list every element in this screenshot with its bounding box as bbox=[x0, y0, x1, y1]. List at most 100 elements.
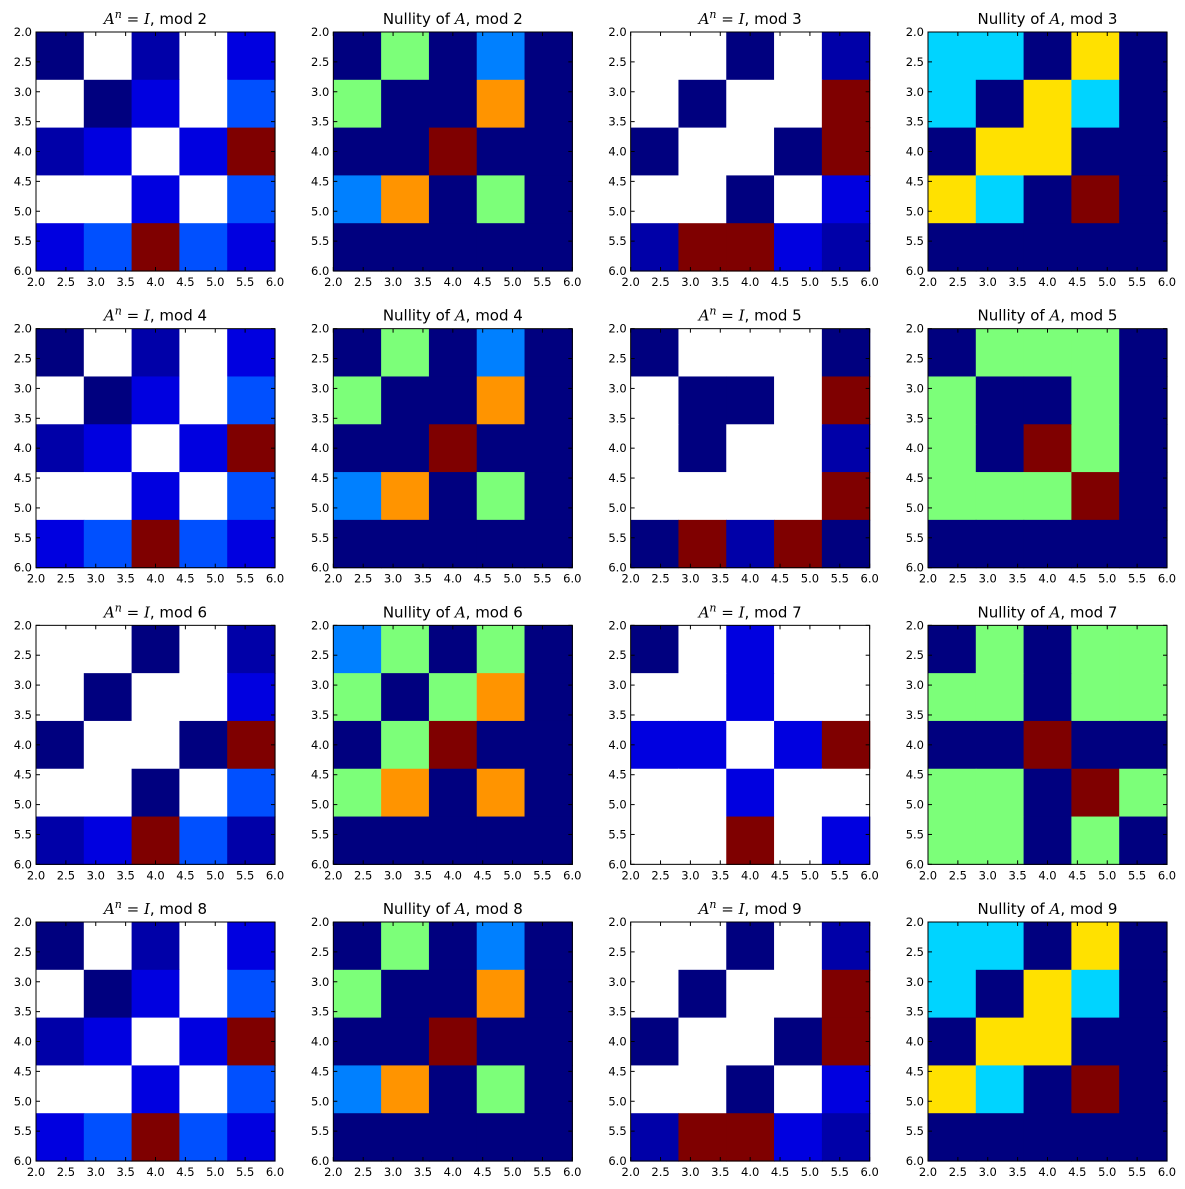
y-tick-label: 6.0 bbox=[14, 561, 32, 575]
y-tick-label: 2.0 bbox=[14, 322, 32, 336]
y-tick-label: 5.5 bbox=[311, 1124, 329, 1138]
y-tick-label: 2.0 bbox=[311, 25, 329, 39]
heatmap-cell bbox=[83, 1113, 133, 1162]
y-tick-label: 2.0 bbox=[906, 322, 924, 336]
heatmap-cell bbox=[131, 673, 180, 722]
heatmap-cell bbox=[36, 768, 85, 818]
y-tick-label: 4.0 bbox=[906, 441, 924, 455]
x-tick-label: 3.0 bbox=[384, 572, 402, 586]
x-tick-label: 4.5 bbox=[474, 1165, 492, 1179]
y-tick-label: 4.5 bbox=[608, 1064, 626, 1078]
heatmap-cell bbox=[678, 768, 727, 818]
heatmap-cell bbox=[83, 127, 133, 176]
heatmap-cell bbox=[381, 625, 430, 674]
x-tick-label: 6.0 bbox=[563, 275, 581, 289]
x-tick-label: 2.5 bbox=[651, 868, 669, 882]
heatmap-cell bbox=[678, 1113, 727, 1162]
heatmap-cell bbox=[1119, 32, 1168, 81]
heatmap-cell bbox=[476, 328, 526, 378]
y-tick-label: 3.0 bbox=[311, 381, 329, 395]
y-tick-label: 3.0 bbox=[14, 975, 32, 989]
heatmap-cell bbox=[774, 816, 823, 865]
x-tick-label: 5.5 bbox=[1128, 275, 1146, 289]
heatmap-cell bbox=[774, 1017, 823, 1067]
y-tick-label: 3.5 bbox=[311, 1005, 329, 1019]
heatmap-cell bbox=[381, 127, 430, 176]
heatmap-cell bbox=[1023, 175, 1072, 224]
heatmap-cell bbox=[774, 519, 823, 569]
x-tick-label: 4.0 bbox=[1038, 572, 1056, 586]
chart-title: Nullity of A, mod 5 bbox=[977, 307, 1117, 325]
heatmap-cell bbox=[428, 519, 478, 569]
heatmap-cell bbox=[227, 127, 276, 176]
x-tick-label: 2.0 bbox=[324, 1165, 342, 1179]
heatmap-cell bbox=[1023, 673, 1072, 722]
heatmap-cell bbox=[131, 376, 180, 425]
x-tick-label: 4.0 bbox=[1038, 868, 1056, 882]
heatmap-cell bbox=[774, 223, 823, 272]
y-tick-label: 5.5 bbox=[608, 234, 626, 248]
heatmap-cell bbox=[678, 472, 727, 521]
heatmap-cell bbox=[381, 1017, 430, 1067]
heatmap-cell bbox=[83, 376, 133, 425]
x-tick-label: 5.0 bbox=[206, 572, 224, 586]
heatmap-cell bbox=[227, 376, 276, 425]
x-tick-label: 5.5 bbox=[533, 275, 551, 289]
heatmap-cell bbox=[678, 376, 727, 425]
y-tick-label: 2.0 bbox=[14, 915, 32, 929]
heatmap-cell bbox=[381, 328, 430, 378]
heatmap-cell bbox=[774, 424, 823, 473]
heatmap-cell bbox=[774, 969, 823, 1019]
heatmap-cell bbox=[179, 328, 228, 378]
heatmap-cell bbox=[428, 79, 478, 129]
heatmap-cell bbox=[179, 79, 228, 129]
heatmap-cell bbox=[678, 32, 727, 81]
y-tick-label: 6.0 bbox=[906, 1154, 924, 1168]
x-tick-label: 5.5 bbox=[831, 275, 849, 289]
heatmap-cell bbox=[36, 625, 85, 674]
heatmap-cell bbox=[927, 673, 977, 722]
x-tick-label: 5.5 bbox=[1128, 868, 1146, 882]
x-tick-label: 5.0 bbox=[801, 572, 819, 586]
heatmap-cell bbox=[179, 969, 228, 1019]
x-tick-label: 4.5 bbox=[771, 572, 789, 586]
heatmap-cell bbox=[524, 32, 573, 81]
heatmap-cell bbox=[1023, 519, 1072, 569]
heatmap-cell bbox=[83, 720, 133, 770]
heatmap-cell bbox=[524, 625, 573, 674]
heatmap-panel: 2.0 2.5 3.0 3.5 4.0 4.5 5.0 5.5 6.02.02.53.03.54… bbox=[608, 8, 878, 289]
y-tick-label: 5.0 bbox=[608, 1094, 626, 1108]
x-tick-label: 6.0 bbox=[563, 868, 581, 882]
y-tick-label: 4.0 bbox=[906, 738, 924, 752]
heatmap-cell bbox=[227, 175, 276, 224]
heatmap-cell bbox=[1119, 175, 1168, 224]
y-tick-label: 4.0 bbox=[311, 738, 329, 752]
heatmap-cell bbox=[333, 328, 382, 378]
heatmap-cell bbox=[36, 720, 85, 770]
x-tick-label: 4.5 bbox=[474, 868, 492, 882]
heatmap-cell bbox=[726, 720, 775, 770]
y-tick-label: 5.0 bbox=[608, 798, 626, 812]
heatmap-cell bbox=[428, 424, 478, 473]
y-tick-label: 4.5 bbox=[608, 471, 626, 485]
heatmap-cell bbox=[36, 519, 85, 569]
x-tick-label: 4.0 bbox=[146, 1165, 164, 1179]
heatmap-cell bbox=[476, 673, 526, 722]
x-tick-label: 3.5 bbox=[711, 1165, 729, 1179]
heatmap-cell bbox=[524, 816, 573, 865]
heatmap-cell bbox=[1023, 127, 1072, 176]
heatmap-cell bbox=[83, 969, 133, 1019]
y-tick-label: 2.5 bbox=[608, 352, 626, 366]
heatmap-cell bbox=[36, 922, 85, 971]
heatmap-cell bbox=[524, 1065, 573, 1114]
heatmap-cell bbox=[927, 472, 977, 521]
heatmap-cell bbox=[1071, 768, 1120, 818]
heatmap-cell bbox=[83, 175, 133, 224]
heatmap-cell bbox=[1071, 223, 1120, 272]
heatmap-cell bbox=[1023, 625, 1072, 674]
heatmap-cell bbox=[381, 223, 430, 272]
heatmap-cell bbox=[179, 519, 228, 569]
heatmap-cell bbox=[1023, 1017, 1072, 1067]
heatmap-cell bbox=[678, 328, 727, 378]
heatmap-cell bbox=[227, 424, 276, 473]
